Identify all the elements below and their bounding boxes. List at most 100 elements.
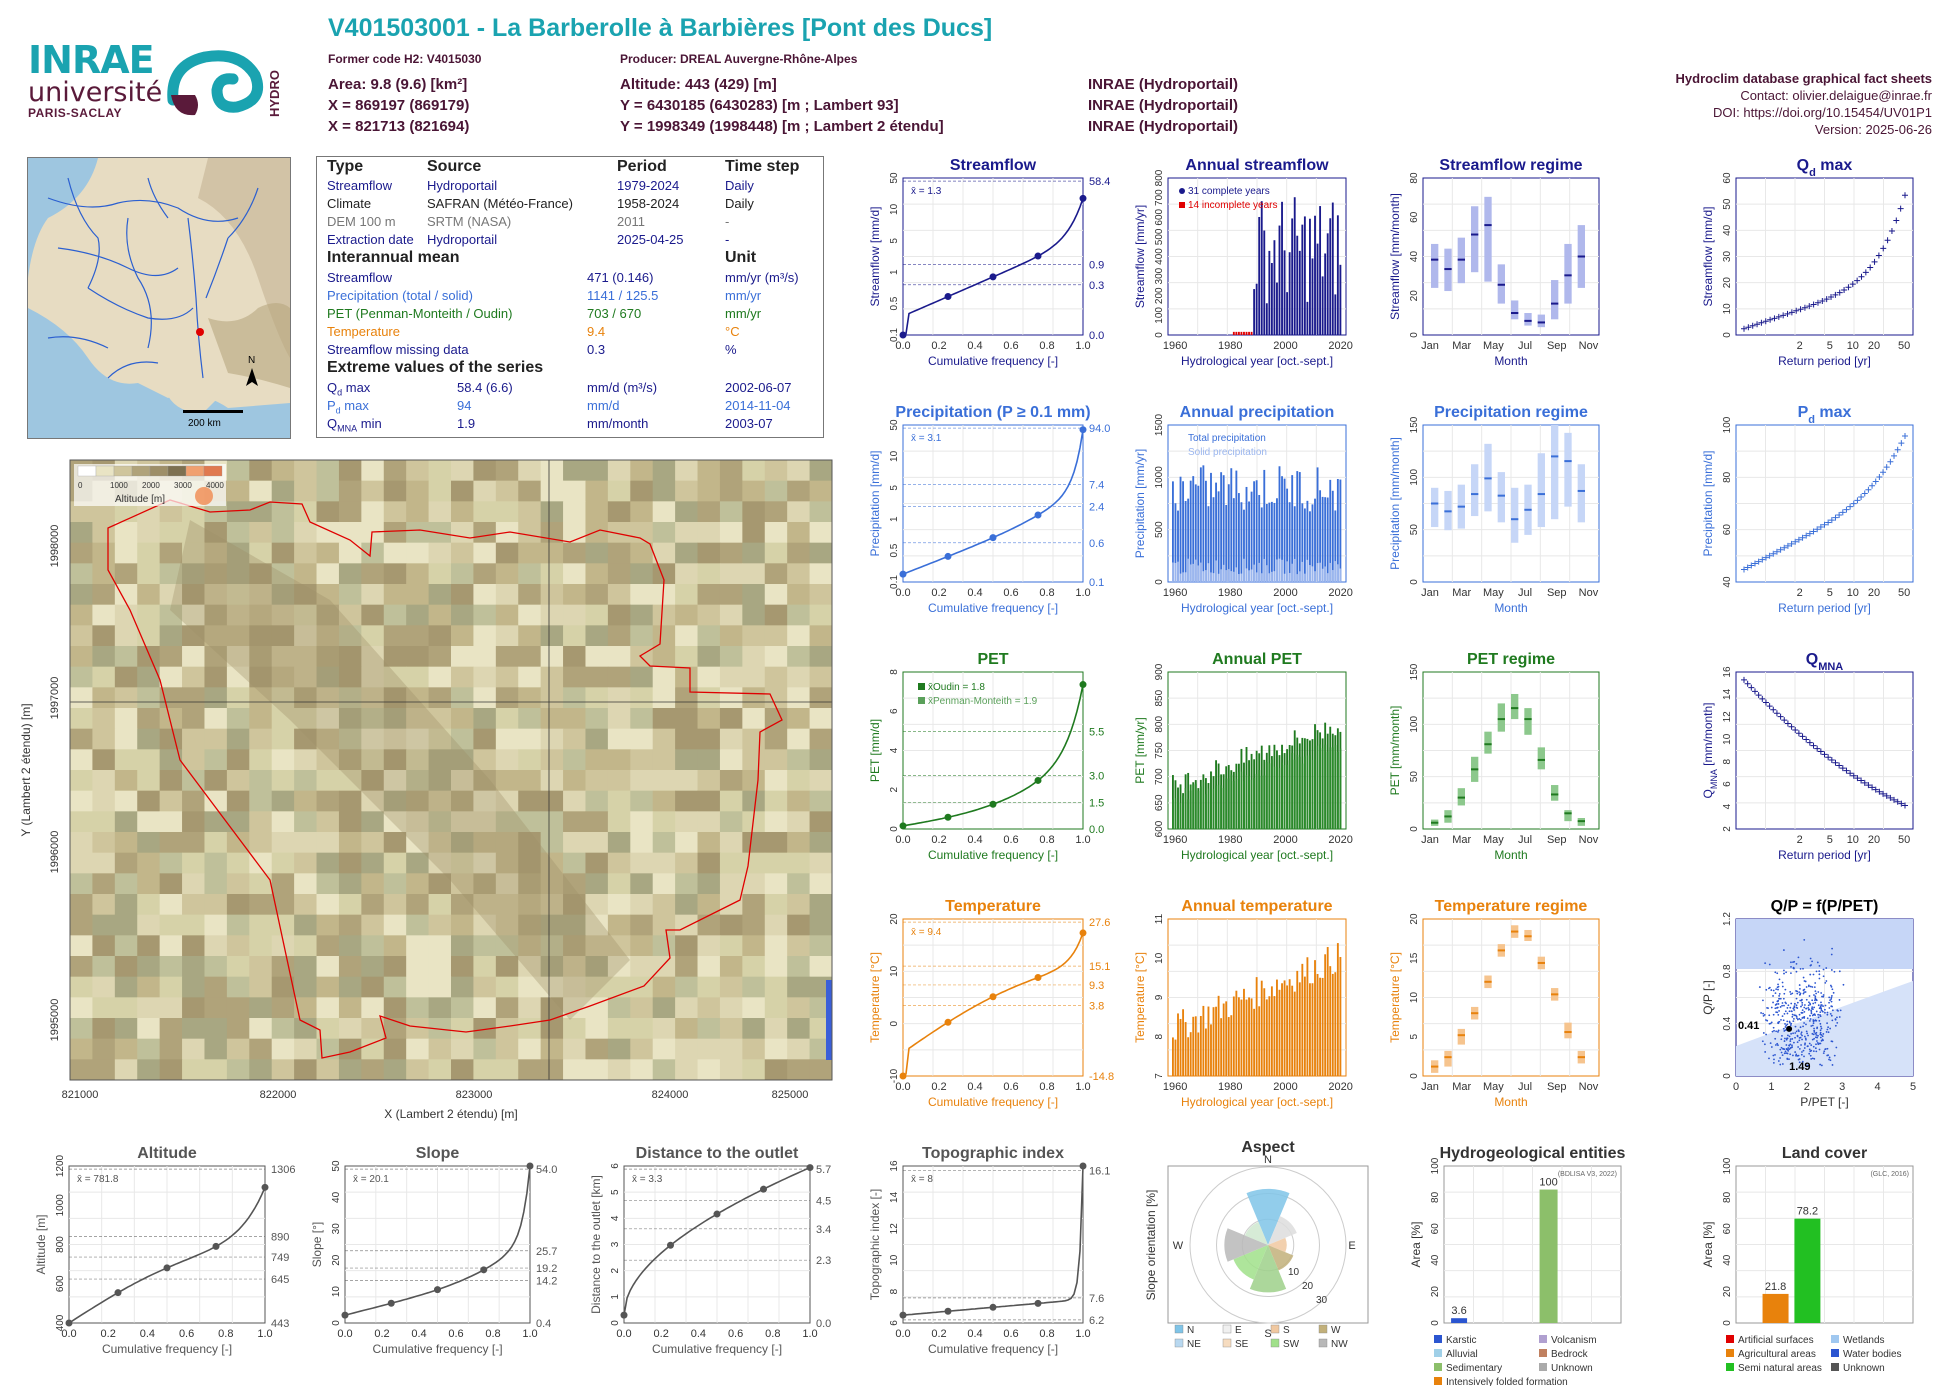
dem-cell bbox=[271, 563, 295, 585]
rp-point bbox=[1758, 319, 1765, 326]
ring-tick: 20 bbox=[1302, 1281, 1314, 1292]
dem-cell bbox=[428, 646, 452, 668]
dem-cell bbox=[585, 584, 609, 606]
qp-point bbox=[1830, 998, 1833, 1000]
dem-cell bbox=[742, 604, 766, 626]
year-bar bbox=[1250, 491, 1253, 582]
y-tick: 100 bbox=[1722, 416, 1733, 433]
y-tick: 30 bbox=[331, 1223, 342, 1235]
dem-cell bbox=[563, 1059, 586, 1081]
dem-cell bbox=[204, 563, 228, 585]
x-tick: Sep bbox=[1547, 1081, 1567, 1093]
area: Area: 9.8 (9.6) [km²] bbox=[328, 76, 468, 93]
qp-point bbox=[1778, 997, 1780, 1000]
dem-cell bbox=[406, 1059, 430, 1081]
dem-cell bbox=[159, 852, 183, 874]
year-bar bbox=[1286, 292, 1289, 335]
dem-cell bbox=[787, 790, 811, 812]
ring-tick: 30 bbox=[1316, 1295, 1328, 1306]
dem-cell bbox=[675, 770, 699, 792]
qp-point bbox=[1822, 994, 1825, 996]
dem-cell bbox=[383, 604, 407, 626]
legend-swatch bbox=[1539, 1335, 1547, 1343]
year-bar bbox=[1210, 1024, 1212, 1076]
qp-point bbox=[1805, 1030, 1808, 1033]
legend-swatch bbox=[1831, 1335, 1839, 1343]
x-axis-label: Cumulative frequency [-] bbox=[372, 1342, 502, 1356]
x-tick: Mar bbox=[1452, 340, 1471, 352]
y-axis-label: QMNA [mm/month] bbox=[1701, 702, 1719, 798]
dem-cell bbox=[809, 935, 833, 957]
qp-point bbox=[1823, 1050, 1826, 1053]
rp-point bbox=[1766, 552, 1773, 559]
x-axis-label: Cumulative frequency [-] bbox=[928, 601, 1058, 615]
year-bar-2 bbox=[1237, 574, 1240, 582]
x-lambert2e: X = 821713 (821694) bbox=[328, 118, 470, 135]
dem-cell bbox=[249, 956, 273, 978]
year-bar-2 bbox=[1268, 763, 1271, 829]
quantile-point bbox=[387, 1299, 395, 1307]
year-bar-2 bbox=[1172, 799, 1174, 829]
dem-cell bbox=[383, 873, 407, 895]
dem-cell bbox=[182, 501, 205, 523]
dem-cell bbox=[630, 584, 654, 606]
y-tick: 10 bbox=[889, 203, 900, 215]
qp-point bbox=[1808, 985, 1810, 988]
dem-cell bbox=[652, 811, 676, 833]
dem-cell bbox=[473, 976, 497, 998]
year-bar bbox=[1319, 977, 1322, 1076]
dem-cell bbox=[92, 935, 116, 957]
dem-cell bbox=[809, 811, 833, 833]
y-tick: 40 bbox=[331, 1191, 342, 1203]
dem-cell bbox=[338, 1059, 362, 1081]
qp-point bbox=[1812, 1022, 1815, 1025]
year-bar-2 bbox=[1230, 571, 1233, 582]
rp-point bbox=[1902, 192, 1908, 199]
qp-point bbox=[1795, 1054, 1797, 1057]
dem-cell bbox=[518, 708, 542, 730]
rp-point bbox=[1741, 676, 1747, 683]
dem-cell bbox=[787, 1059, 811, 1081]
y-tick: 5 bbox=[889, 485, 900, 491]
year-bar-2 bbox=[1258, 562, 1261, 582]
qp-point bbox=[1825, 980, 1828, 982]
regime-box bbox=[1577, 464, 1585, 523]
dem-cell bbox=[652, 894, 676, 916]
rp-point bbox=[1872, 786, 1879, 793]
dem-cell bbox=[630, 935, 654, 957]
y-axis-label: Altitude [m] bbox=[34, 1214, 48, 1274]
dem-cell bbox=[518, 956, 542, 978]
qp-point bbox=[1777, 1022, 1780, 1025]
year-bar-2 bbox=[1265, 762, 1268, 829]
right-tick: 5.7 bbox=[816, 1164, 831, 1176]
dem-cell bbox=[226, 542, 250, 564]
x-tick: 2000 bbox=[1273, 834, 1297, 846]
dem-cell bbox=[607, 708, 631, 730]
dem-cell bbox=[563, 956, 586, 978]
year-bar bbox=[1177, 1013, 1179, 1076]
rp-point bbox=[1894, 446, 1901, 453]
doi-link[interactable]: DOI: https://doi.org/10.15454/UV01P1 bbox=[1713, 105, 1932, 120]
rp-point bbox=[1828, 757, 1835, 764]
dem-cell bbox=[204, 811, 228, 833]
year-bar bbox=[1268, 502, 1271, 582]
x-tick: 0.2 bbox=[931, 1081, 946, 1093]
year-bar-2 bbox=[1339, 748, 1342, 829]
dem-cell bbox=[294, 935, 318, 957]
dem-cell bbox=[585, 1038, 609, 1060]
dem-cell bbox=[294, 584, 318, 606]
dem-cell bbox=[428, 914, 452, 936]
rp-point bbox=[1806, 303, 1813, 310]
dem-cell bbox=[249, 997, 273, 1019]
dem-cell bbox=[742, 770, 766, 792]
dem-cell bbox=[406, 480, 430, 502]
dem-cell bbox=[338, 852, 362, 874]
quantile-point bbox=[899, 1072, 907, 1080]
dem-cell bbox=[92, 501, 116, 523]
regime-box bbox=[1564, 243, 1572, 304]
dem-cell bbox=[70, 914, 93, 936]
x-tick: 0.4 bbox=[691, 1328, 706, 1340]
qp-point bbox=[1778, 993, 1781, 995]
rp-point bbox=[1839, 509, 1846, 516]
